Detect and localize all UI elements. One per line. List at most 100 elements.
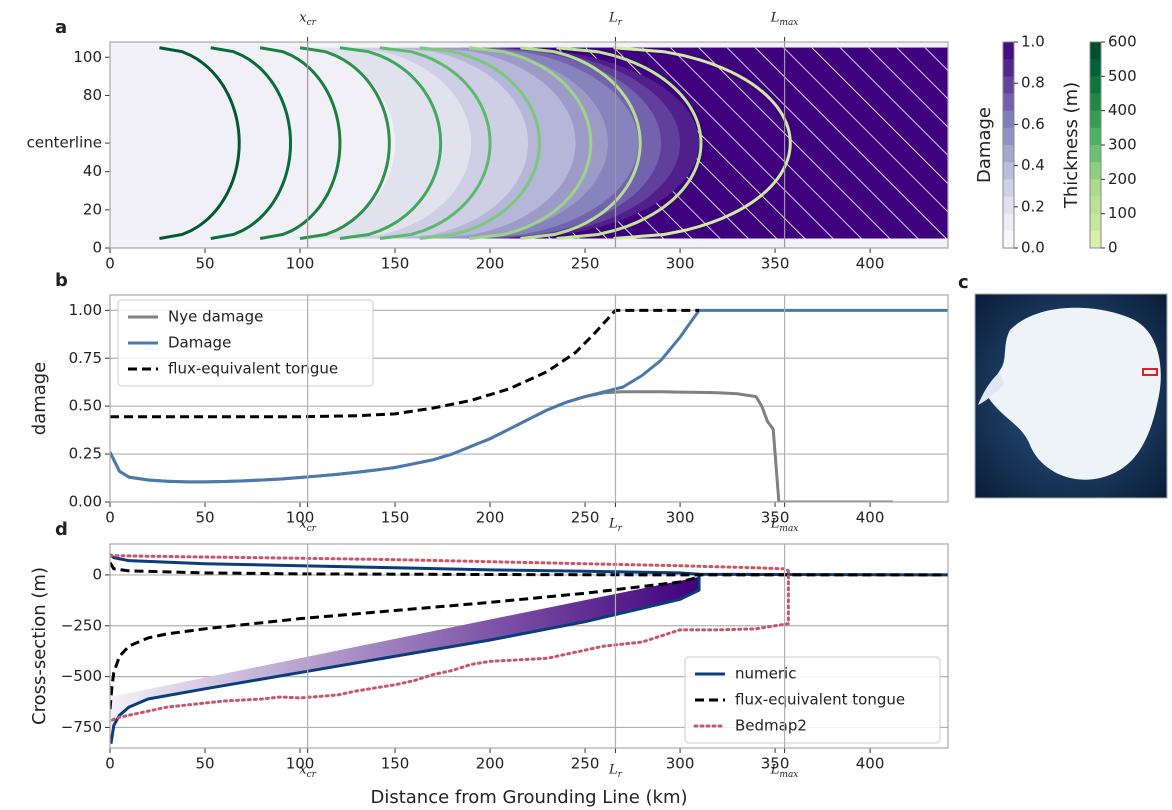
legend-label: Damage <box>168 334 231 352</box>
y-tick-label: 20 <box>83 200 102 218</box>
x-tick-label: 300 <box>666 755 695 773</box>
marker-label: Lmax <box>770 11 799 28</box>
marker-subscript: r <box>618 18 623 28</box>
x-tick-label: 50 <box>195 255 214 273</box>
plot-area <box>110 42 948 248</box>
colorbar-tick-label: 0 <box>1108 239 1118 257</box>
colorbar-tick-label: 200 <box>1108 170 1137 188</box>
colorbar-band <box>1003 76 1014 94</box>
y-tick-label: centerline <box>27 134 102 152</box>
colorbar-label: Damage <box>974 107 995 183</box>
colorbar-band <box>1003 59 1014 77</box>
y-axis-label: damage <box>29 362 50 436</box>
colorbar-band <box>1090 94 1101 112</box>
y-tick-label: 0 <box>92 565 102 583</box>
y-tick-label: −750 <box>61 718 102 736</box>
colorbar-tick-label: 0.6 <box>1021 115 1045 133</box>
x-tick-label: 200 <box>476 509 505 527</box>
colorbar-band <box>1090 179 1101 197</box>
colorbar-tick-label: 300 <box>1108 136 1137 154</box>
colorbar-band <box>1090 111 1101 129</box>
colorbar-tick-label: 500 <box>1108 67 1137 85</box>
x-tick-label: 250 <box>571 509 600 527</box>
y-tick-label: 0.75 <box>69 349 102 367</box>
figure: c 0 20 40 centerline 80 100 0 50 100 150 200 250 300… <box>0 0 1172 810</box>
colorbar-tick-label: 400 <box>1108 101 1137 119</box>
x-tick-label: 150 <box>381 755 410 773</box>
legend-label: Nye damage <box>168 308 263 326</box>
x-tick-label: 200 <box>476 755 505 773</box>
y-tick-label: 1.00 <box>69 301 102 319</box>
x-tick-label: 0 <box>105 755 115 773</box>
marker-subscript: max <box>779 524 798 534</box>
marker-subscript: cr <box>307 770 317 780</box>
colorbar-band <box>1090 42 1101 60</box>
colorbar-band <box>1090 128 1101 146</box>
marker-subscript: cr <box>307 524 317 534</box>
y-tick-label: 0 <box>92 239 102 257</box>
y-tick-label: 0.25 <box>69 445 102 463</box>
marker-label: Lr <box>608 763 623 780</box>
marker-subscript: r <box>618 524 623 534</box>
marker-subscript: max <box>779 770 798 780</box>
colorbar-band <box>1003 214 1014 232</box>
colorbar-band <box>1003 111 1014 129</box>
marker-label: Lr <box>608 517 623 534</box>
x-tick-label: 400 <box>856 255 885 273</box>
legend-label: numeric <box>735 665 796 683</box>
colorbar-tick-label: 0.2 <box>1021 197 1045 215</box>
colorbar-band <box>1090 59 1101 77</box>
panel-label: c <box>958 272 969 293</box>
x-tick-label: 350 <box>761 255 790 273</box>
colorbar-band <box>1003 128 1014 146</box>
legend-label: flux-equivalent tongue <box>168 360 338 378</box>
y-tick-label: 100 <box>73 48 102 66</box>
colorbar-tick-label: 0.4 <box>1021 156 1045 174</box>
colorbar-tick-label: 600 <box>1108 33 1137 51</box>
colorbar-tick-label: 100 <box>1108 204 1137 222</box>
x-tick-label: 200 <box>476 255 505 273</box>
colorbar-tick-label: 0.8 <box>1021 74 1045 92</box>
x-axis-label: Distance from Grounding Line (km) <box>370 787 687 808</box>
colorbar-band <box>1003 179 1014 197</box>
y-tick-label: 0.50 <box>69 397 102 415</box>
colorbar-label: Thickness (m) <box>1061 82 1082 209</box>
panel-label: a <box>55 17 67 38</box>
x-tick-label: 50 <box>195 755 214 773</box>
y-tick-label: −250 <box>61 616 102 634</box>
x-tick-label: 100 <box>286 255 315 273</box>
y-tick-label: 40 <box>83 162 102 180</box>
colorbar-band <box>1090 231 1101 249</box>
y-tick-label: 0.00 <box>69 493 102 511</box>
x-tick-label: 300 <box>666 255 695 273</box>
colorbar-band <box>1090 145 1101 163</box>
colorbar-band <box>1090 197 1101 215</box>
colorbar-band <box>1003 145 1014 163</box>
colorbar-band <box>1003 162 1014 180</box>
x-tick-label: 0 <box>105 255 115 273</box>
colorbar-band <box>1003 197 1014 215</box>
panel: 0 20 40 centerline 80 100 0 50 100 150 200 250 300 35… <box>27 11 948 273</box>
colorbar-band <box>1090 214 1101 232</box>
x-tick-label: 250 <box>571 755 600 773</box>
x-tick-label: 250 <box>571 255 600 273</box>
marker-subscript: max <box>779 18 798 28</box>
x-tick-label: 300 <box>666 509 695 527</box>
inset-map: c <box>958 272 1167 498</box>
y-axis-label: Cross-section (m) <box>29 567 50 725</box>
x-tick-label: 0 <box>105 509 115 527</box>
marker-label: xcr <box>299 11 316 28</box>
x-tick-label: 400 <box>856 755 885 773</box>
colorbar-tick-label: 0.0 <box>1021 239 1045 257</box>
marker-subscript: r <box>618 770 623 780</box>
colorbar-tick-label: 1.0 <box>1021 33 1045 51</box>
x-tick-label: 150 <box>381 255 410 273</box>
colorbar-band <box>1090 76 1101 94</box>
panel-label: b <box>55 270 68 291</box>
marker-subscript: cr <box>307 18 317 28</box>
y-tick-label: 80 <box>83 86 102 104</box>
y-tick-label: −500 <box>61 667 102 685</box>
colorbar-band <box>1003 42 1014 60</box>
